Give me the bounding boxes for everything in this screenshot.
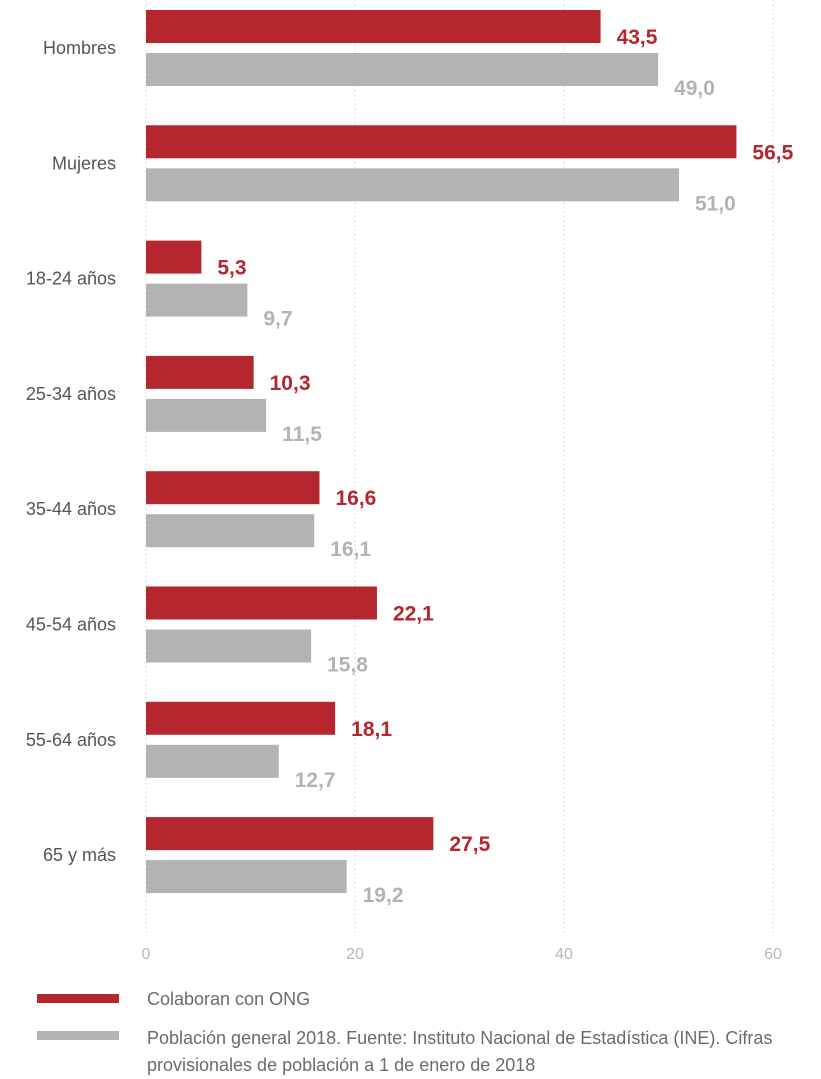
- bar-population-7: [146, 860, 347, 894]
- labels: 0 20 40 60 43,5 49,0 Hombres 56,5 51,0 Mujeres 5,3…: [26, 26, 794, 963]
- bar-ong-1: [146, 125, 737, 159]
- legend-label-population: Población general 2018. Fuente: Institut…: [147, 1028, 773, 1075]
- value-label-population-6: 12,7: [295, 769, 336, 792]
- category-label-4: 35-44 años: [26, 499, 116, 519]
- legend-swatch-population: [37, 1031, 119, 1040]
- category-label-7: 65 y más: [43, 845, 116, 865]
- bar-population-5: [146, 629, 312, 663]
- value-label-population-3: 11,5: [282, 423, 322, 446]
- category-label-1: Mujeres: [52, 153, 116, 173]
- legend-swatch-ong: [37, 994, 119, 1003]
- category-label-3: 25-34 años: [26, 384, 116, 404]
- value-label-population-4: 16,1: [330, 538, 371, 561]
- legend-label-ong: Colaboran con ONG: [147, 989, 311, 1009]
- bars: [146, 10, 737, 894]
- value-label-ong-7: 27,5: [449, 833, 490, 856]
- bar-population-4: [146, 514, 315, 548]
- value-label-population-2: 9,7: [263, 308, 292, 331]
- value-label-population-0: 49,0: [674, 77, 715, 100]
- x-tick-label-0: 0: [142, 946, 151, 963]
- bar-ong-2: [146, 240, 202, 274]
- bar-ong-6: [146, 701, 336, 735]
- value-label-population-5: 15,8: [327, 654, 368, 677]
- value-label-ong-4: 16,6: [335, 487, 376, 510]
- bar-population-3: [146, 398, 267, 432]
- value-label-ong-1: 56,5: [752, 141, 793, 164]
- value-label-ong-6: 18,1: [351, 718, 392, 741]
- category-label-2: 18-24 años: [26, 269, 116, 289]
- value-label-population-7: 19,2: [363, 884, 404, 907]
- value-label-ong-0: 43,5: [617, 26, 658, 49]
- category-label-6: 55-64 años: [26, 730, 116, 750]
- value-label-ong-2: 5,3: [217, 257, 246, 280]
- value-label-ong-3: 10,3: [270, 372, 311, 395]
- value-label-ong-5: 22,1: [393, 603, 434, 626]
- x-tick-label-40: 40: [555, 946, 573, 963]
- bar-ong-5: [146, 586, 377, 620]
- bar-population-6: [146, 744, 279, 778]
- bar-ong-4: [146, 471, 320, 505]
- bar-population-2: [146, 283, 248, 317]
- value-label-population-1: 51,0: [695, 192, 736, 215]
- bar-ong-7: [146, 817, 434, 851]
- bar-ong-3: [146, 355, 254, 389]
- x-tick-label-60: 60: [764, 946, 782, 963]
- x-tick-label-20: 20: [346, 946, 364, 963]
- bar-population-1: [146, 168, 679, 202]
- bar-ong-0: [146, 10, 601, 43]
- bar-chart: 0 20 40 60 43,5 49,0 Hombres 56,5 51,0 Mujeres 5,3…: [26, 0, 794, 963]
- category-label-5: 45-54 años: [26, 615, 116, 635]
- bar-population-0: [146, 53, 659, 86]
- category-label-0: Hombres: [43, 38, 116, 58]
